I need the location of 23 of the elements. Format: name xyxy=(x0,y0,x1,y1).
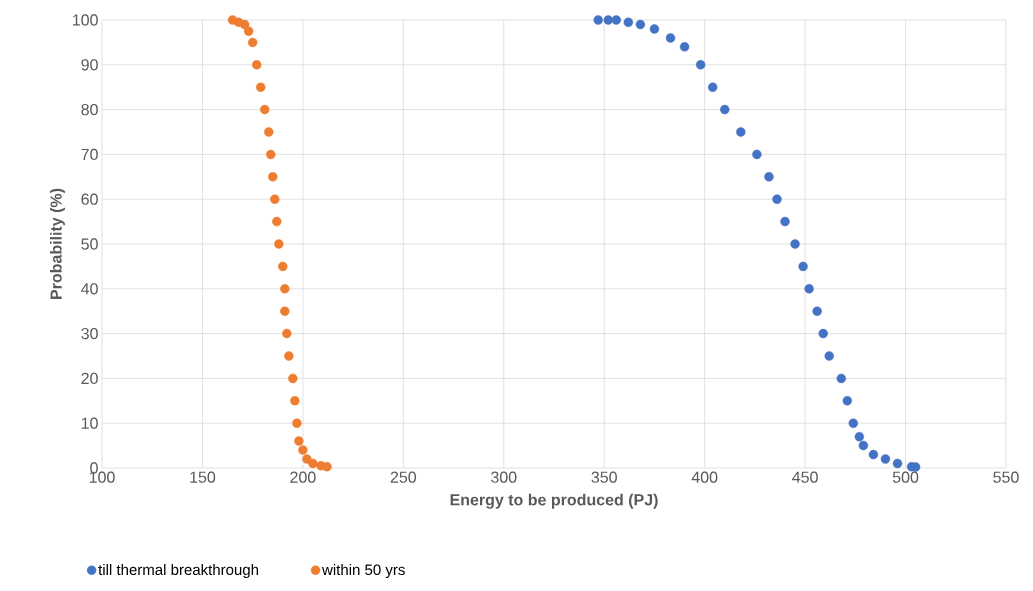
y-tick-label: 50 xyxy=(81,238,98,250)
x-tick-label: 500 xyxy=(892,471,919,483)
y-tick-label: 10 xyxy=(81,417,98,429)
y-tick-label: 80 xyxy=(81,103,98,116)
x-tick-label: 200 xyxy=(290,471,316,483)
y-tick-label: 100 xyxy=(73,14,98,26)
x-tick-label: 350 xyxy=(591,471,617,483)
y-tick-label: 20 xyxy=(81,372,98,385)
x-tick-label: 150 xyxy=(190,471,216,483)
x-tick-label: 450 xyxy=(792,471,818,483)
y-tick-label: 70 xyxy=(81,148,98,161)
legend-label: within 50 yrs xyxy=(322,564,405,578)
y-tick-label: 60 xyxy=(81,193,98,205)
y-tick-label: 40 xyxy=(81,283,98,295)
x-tick-label: 250 xyxy=(390,471,417,483)
x-tick-label: 300 xyxy=(491,471,517,483)
x-tick-label: 400 xyxy=(691,471,718,483)
x-axis-title: Energy to be produced (PJ) xyxy=(450,493,658,509)
legend-label: till thermal breakthrough xyxy=(98,564,259,578)
x-tick-label: 550 xyxy=(993,471,1019,483)
y-tick-label: 30 xyxy=(81,327,98,340)
y-tick-label: 90 xyxy=(81,59,98,71)
y-axis-title: Probability (%) xyxy=(50,188,65,299)
